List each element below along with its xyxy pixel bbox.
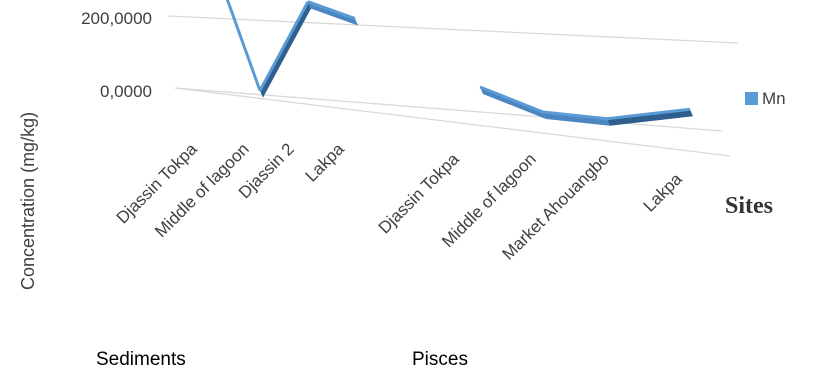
y-axis-ticks: 200,0000 0,0000 (81, 9, 152, 101)
category-label-lakpa: Lakpa (302, 139, 349, 186)
legend-label-mn: Mn (762, 89, 786, 108)
y-tick-label: 0,0000 (100, 82, 152, 101)
group-label-pisces: Pisces (412, 349, 468, 370)
series-line-segment (225, 0, 262, 92)
group-label-sediments: Sediments (96, 349, 186, 370)
series-line-segment (307, 0, 356, 20)
series-ribbon-segment (260, 1, 311, 98)
category-label-djassin-tokpa: Djassin Tokpa (375, 149, 463, 237)
gridlines (167, 15, 739, 157)
series-line-segment (258, 0, 310, 92)
y-axis-label: Concentration (mg/kg) (18, 112, 38, 290)
gridline (167, 15, 739, 44)
series-line-segment (606, 107, 691, 121)
x-axis-label: Sites (725, 193, 773, 219)
y-tick-label: 200,0000 (81, 9, 152, 28)
category-label-lakpa: Lakpa (640, 169, 687, 216)
legend-swatch-mn (745, 92, 758, 105)
series-layer (225, 0, 693, 126)
series-line-segment (542, 110, 608, 121)
gridline (174, 87, 723, 132)
series-ribbon-segment (607, 109, 693, 126)
gridline (174, 87, 731, 157)
series-ribbon-segment (227, 0, 263, 98)
series-line-segment (479, 85, 544, 114)
series-ribbon-segment (543, 112, 610, 126)
